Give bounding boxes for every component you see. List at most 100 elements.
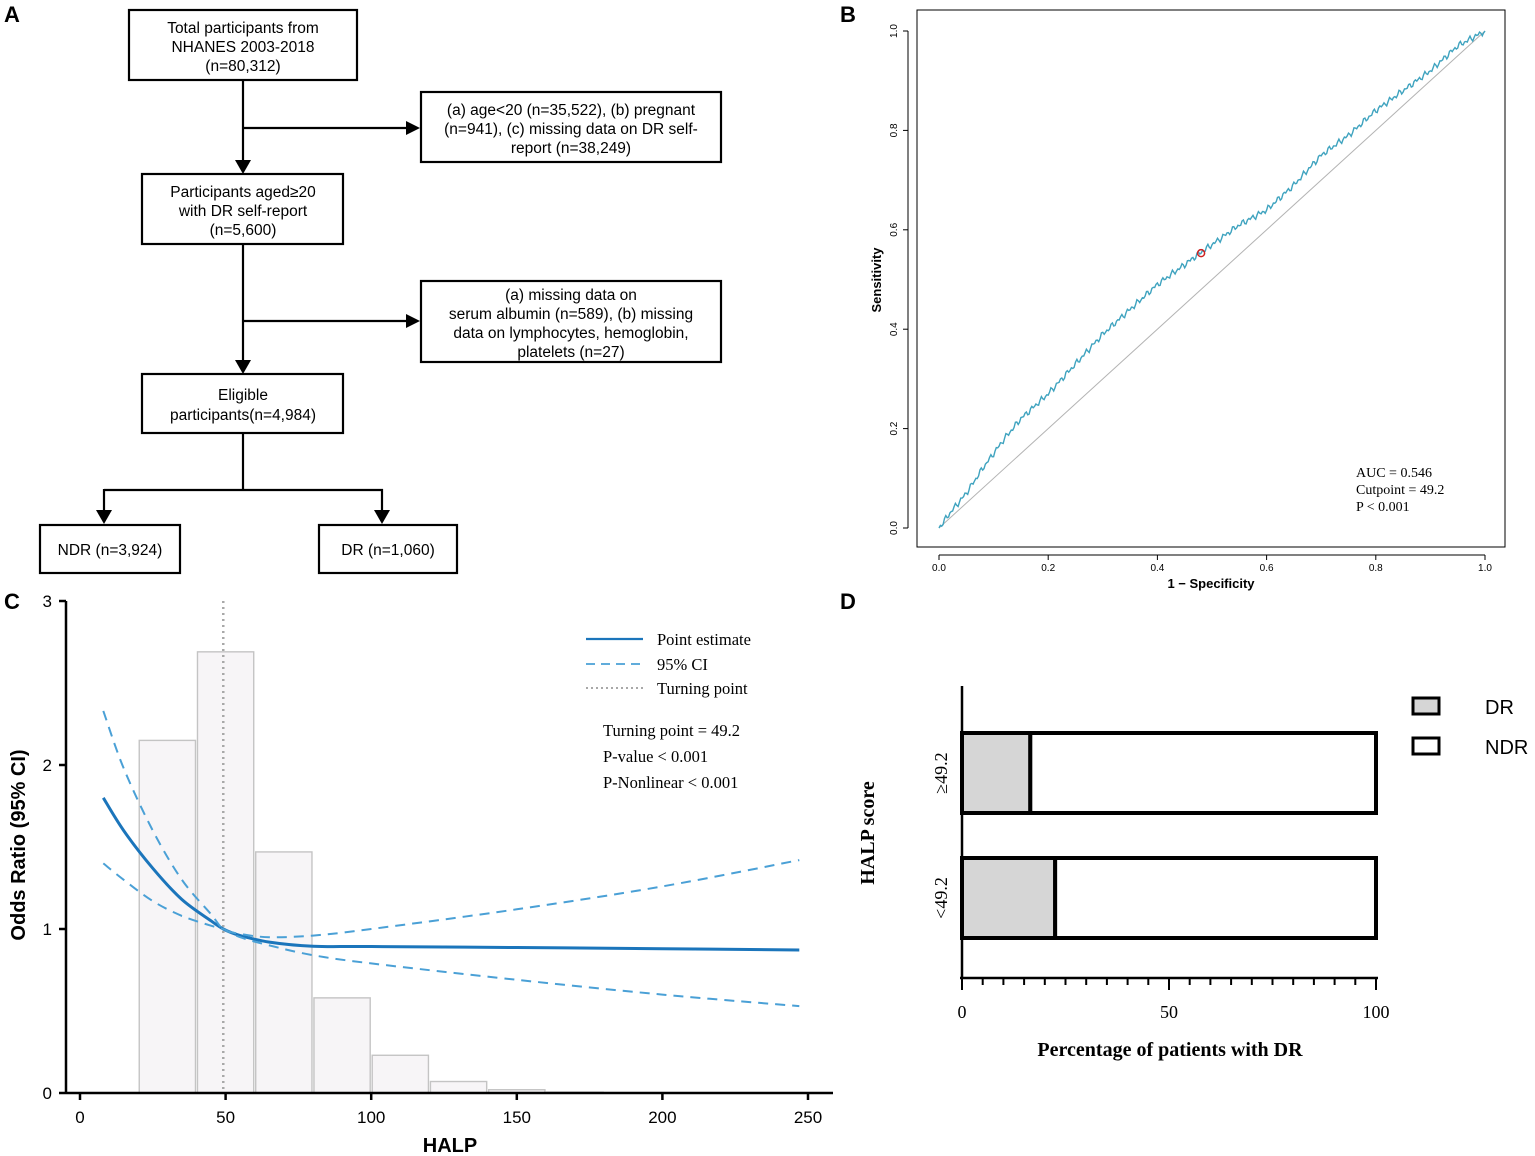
flowchart-connectors: [96, 80, 420, 524]
flow-box-ndr: NDR (n=3,924): [38, 523, 182, 575]
roc-pvalue-annotation: P < 0.001: [1356, 500, 1410, 515]
roc-plot-frame: [916, 9, 1506, 548]
arrowhead-down-icon: [235, 360, 251, 374]
roc-cutpoint-marker: [1196, 248, 1206, 258]
flow-box-dr-label: DR (n=1,060): [341, 542, 434, 559]
roc-x-tick-label: 0.8: [1369, 563, 1383, 574]
d-x-axis-label: Percentage of patients with DR: [1037, 1039, 1303, 1061]
flow-box-exclusion-2-line: platelets (n=27): [517, 344, 624, 361]
panel-letter-a: A: [4, 2, 20, 27]
arrowhead-down-icon: [96, 510, 112, 524]
roc-marks: [938, 30, 1486, 529]
roc-x-tick-label: 1.0: [1478, 563, 1492, 574]
roc-x-tick-label: 0.2: [1041, 563, 1055, 574]
c-x-tick-label: 150: [503, 1108, 531, 1127]
c-ci-line: [102, 862, 800, 1008]
d-bar-dr-segment: [960, 856, 1058, 940]
legend-point-estimate-label: Point estimate: [657, 630, 751, 649]
roc-x-tick-label: 0.0: [932, 563, 946, 574]
c-histogram-bar: [371, 1054, 430, 1094]
d-x-tick-label: 50: [1160, 1002, 1178, 1022]
flow-box-aged20-line: (n=5,600): [210, 222, 277, 239]
roc-axes: 0.0 0.2 0.4 0.6 0.8 1.0 0.0 0.2 0.4 0.6 0.8 1.0: [889, 24, 1492, 574]
roc-y-tick-label: 0.8: [889, 123, 900, 137]
c-axes: 0 50 100 150 200 250 0 1 2 3: [43, 592, 833, 1127]
flow-box-total-line: NHANES 2003-2018: [171, 39, 314, 56]
flow-box-exclusion-1-line: (a) age<20 (n=35,522), (b) pregnant: [447, 102, 696, 119]
panel-c-rcs-chart: C 0 50 100 150 200 250 0 1 2 3 HALP Odds Ratio (9…: [4, 589, 833, 1156]
panel-d-stacked-bar-chart: D ≥49.2 <49.2 0 50 100 Percentage of patient…: [840, 589, 1528, 1061]
c-histogram: [138, 651, 663, 1094]
flow-box-exclusion-1-line: (n=941), (c) missing data on DR self-: [444, 121, 698, 138]
panel-letter-c: C: [4, 589, 20, 614]
legend-turning-point-label: Turning point: [657, 679, 748, 698]
c-lines: [102, 601, 800, 1093]
c-histogram-bar: [196, 651, 255, 1094]
c-turning-point-annotation: Turning point = 49.2: [603, 721, 740, 740]
roc-cutpoint-annotation: Cutpoint = 49.2: [1356, 483, 1444, 498]
roc-y-tick-label: 0.0: [889, 521, 900, 535]
flow-box-aged20-line: with DR self-report: [178, 203, 308, 220]
c-x-tick-label: 0: [75, 1108, 84, 1127]
legend-ci-label: 95% CI: [657, 655, 708, 674]
legend-ndr-swatch: [1411, 736, 1441, 756]
roc-y-tick-label: 0.6: [889, 222, 900, 236]
c-x-tick-label: 100: [357, 1108, 385, 1127]
flow-box-eligible-line: Eligible: [218, 387, 268, 404]
c-pvalue-annotation: P-value < 0.001: [603, 747, 708, 766]
c-histogram-bar: [138, 739, 197, 1094]
flow-box-ndr-label: NDR (n=3,924): [58, 542, 163, 559]
d-y-axis-label: HALP score: [857, 781, 879, 885]
c-pnonlinear-annotation: P-Nonlinear < 0.001: [603, 773, 738, 792]
d-bar-ndr-segment: [1053, 856, 1379, 940]
flow-box-aged20: Participants aged≥20 with DR self-report…: [140, 172, 345, 246]
roc-x-axis-label: 1 − Specificity: [1167, 576, 1255, 591]
roc-auc-annotation: AUC = 0.546: [1356, 466, 1432, 481]
roc-reference-line: [938, 30, 1486, 529]
flow-box-exclusion-2-line: (a) missing data on: [505, 287, 637, 304]
roc-y-axis-label: Sensitivity: [869, 247, 884, 313]
flow-box-exclusion-2-line: data on lymphocytes, hemoglobin,: [453, 325, 688, 342]
d-x-tick-label: 0: [958, 1002, 967, 1022]
arrowhead-right-icon: [406, 121, 420, 135]
roc-x-tick-label: 0.4: [1150, 563, 1164, 574]
flow-box-aged20-line: Participants aged≥20: [170, 184, 316, 201]
d-x-tick-label: 100: [1363, 1002, 1390, 1022]
c-y-axis-label: Odds Ratio (95% CI): [8, 749, 30, 940]
c-legend: Point estimate 95% CI Turning point: [586, 630, 751, 698]
roc-y-tick-label: 0.2: [889, 421, 900, 435]
c-point-estimate-line: [102, 797, 800, 952]
panel-letter-b: B: [840, 2, 856, 27]
flow-box-exclusion-1: (a) age<20 (n=35,522), (b) pregnant (n=9…: [419, 90, 723, 164]
roc-y-tick-label: 1.0: [889, 24, 900, 38]
roc-curve-line: [938, 30, 1486, 529]
flow-box-eligible: Eligible participants(n=4,984): [140, 372, 345, 435]
c-y-tick-label: 1: [43, 920, 52, 939]
d-category-label: ≥49.2: [931, 752, 951, 793]
d-bar-dr-segment: [960, 731, 1033, 815]
flow-box-exclusion-2: (a) missing data on serum albumin (n=589…: [419, 279, 723, 364]
flow-box-total: Total participants from NHANES 2003-2018…: [127, 8, 359, 82]
panel-letter-d: D: [840, 589, 856, 614]
c-y-tick-label: 0: [43, 1084, 52, 1103]
d-legend: DR NDR: [1411, 696, 1528, 759]
c-x-tick-label: 200: [648, 1108, 676, 1127]
c-x-tick-label: 50: [216, 1108, 235, 1127]
c-y-tick-label: 2: [43, 756, 52, 775]
c-histogram-bar: [313, 997, 371, 1094]
d-bar-ndr-segment: [1028, 731, 1379, 815]
d-axes: ≥49.2 <49.2 0 50 100: [931, 686, 1390, 1022]
flow-box-eligible-line: participants(n=4,984): [170, 407, 316, 424]
c-histogram-bar: [255, 851, 313, 1094]
legend-dr-swatch: [1411, 696, 1441, 716]
flow-box-exclusion-2-line: serum albumin (n=589), (b) missing: [449, 306, 693, 323]
flow-box-total-line: Total participants from: [167, 20, 319, 37]
roc-y-tick-label: 0.4: [889, 322, 900, 336]
c-histogram-bar: [429, 1080, 488, 1094]
panel-a-flowchart: A Total participants from NHANES 2003-20…: [4, 2, 723, 575]
flow-box-exclusion-1-line: report (n=38,249): [511, 140, 631, 157]
flow-box-dr: DR (n=1,060): [317, 523, 459, 575]
c-y-tick-label: 3: [43, 592, 52, 611]
roc-x-tick-label: 0.6: [1260, 563, 1274, 574]
